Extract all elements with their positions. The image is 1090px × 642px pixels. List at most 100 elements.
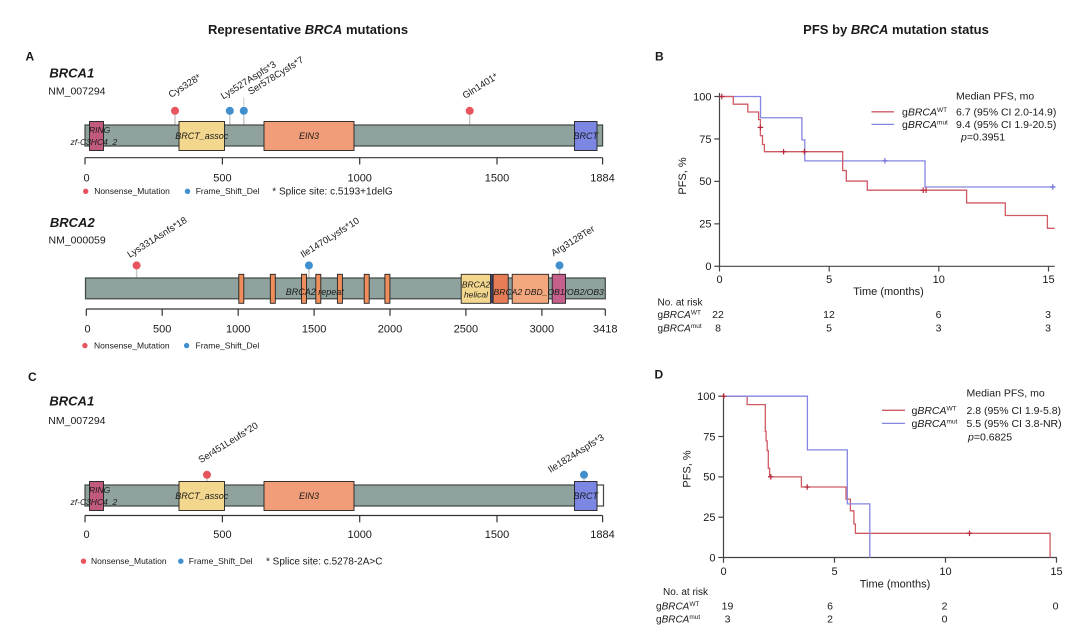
svg-text:1500: 1500 <box>485 529 509 541</box>
svg-text:5: 5 <box>826 323 832 335</box>
svg-text:2: 2 <box>942 601 948 613</box>
svg-text:0: 0 <box>1053 601 1059 613</box>
svg-text:5: 5 <box>826 274 832 286</box>
svg-text:50: 50 <box>699 176 711 188</box>
svg-text:500: 500 <box>213 173 231 185</box>
svg-text:zf-C3HC4_2: zf-C3HC4_2 <box>70 137 118 147</box>
svg-text:25: 25 <box>699 219 711 231</box>
svg-text:NM_000059: NM_000059 <box>49 235 106 247</box>
svg-text:0: 0 <box>709 552 715 564</box>
svg-text:500: 500 <box>153 324 171 336</box>
svg-text:2.8 (95% CI 1.9-5.8): 2.8 (95% CI 1.9-5.8) <box>967 405 1062 417</box>
svg-text:B: B <box>655 50 664 64</box>
svg-text:Frame_Shift_Del: Frame_Shift_Del <box>189 556 253 566</box>
svg-text:C: C <box>28 370 37 384</box>
svg-text:RING: RING <box>89 485 111 495</box>
svg-text:NM_007294: NM_007294 <box>48 86 105 98</box>
svg-text:75: 75 <box>703 431 715 443</box>
svg-text:gBRCAWT: gBRCAWT <box>902 106 947 118</box>
svg-text:3: 3 <box>1045 309 1051 321</box>
svg-text:gBRCAWT: gBRCAWT <box>656 601 699 613</box>
svg-text:5: 5 <box>831 566 837 578</box>
svg-text:Time (months): Time (months) <box>860 579 931 591</box>
svg-text:50: 50 <box>703 472 715 484</box>
svg-text:3: 3 <box>725 614 731 626</box>
svg-text:0: 0 <box>83 173 89 185</box>
svg-text:1884: 1884 <box>590 529 614 541</box>
svg-text:100: 100 <box>697 391 715 403</box>
svg-text:No. at risk: No. at risk <box>658 298 704 309</box>
svg-text:BRCA1: BRCA1 <box>49 65 94 80</box>
svg-text:500: 500 <box>213 529 231 541</box>
svg-text:Nonsense_Mutation: Nonsense_Mutation <box>94 340 170 350</box>
svg-text:* Splice site: c.5278-2A>C: * Splice site: c.5278-2A>C <box>266 556 382 567</box>
svg-text:RING: RING <box>89 125 111 135</box>
svg-text:0: 0 <box>716 274 722 286</box>
svg-text:1000: 1000 <box>347 529 371 541</box>
svg-text:5.5 (95% CI 3.8-NR): 5.5 (95% CI 3.8-NR) <box>967 418 1062 430</box>
svg-text:p=0.3951: p=0.3951 <box>960 132 1005 144</box>
svg-text:BRCT_assoc: BRCT_assoc <box>175 491 229 501</box>
svg-text:3: 3 <box>936 323 942 335</box>
svg-text:BRCT_assoc: BRCT_assoc <box>175 131 229 141</box>
svg-text:6.7 (95% CI 2.0-14.9): 6.7 (95% CI 2.0-14.9) <box>956 106 1056 118</box>
svg-text:BRCA2: BRCA2 <box>462 280 491 290</box>
svg-text:1500: 1500 <box>485 173 509 185</box>
svg-text:100: 100 <box>693 91 711 103</box>
svg-text:6: 6 <box>936 309 942 321</box>
svg-text:gBRCAmut: gBRCAmut <box>656 614 700 626</box>
svg-text:zf-C3HC4_2: zf-C3HC4_2 <box>70 497 118 507</box>
svg-text:BRCT: BRCT <box>574 131 600 141</box>
svg-text:2000: 2000 <box>378 324 402 336</box>
svg-text:Representative BRCA mutations: Representative BRCA mutations <box>208 22 408 37</box>
svg-text:Nonsense_Mutation: Nonsense_Mutation <box>94 186 170 196</box>
svg-text:gBRCAmut: gBRCAmut <box>902 119 948 131</box>
svg-text:Median PFS, mo: Median PFS, mo <box>967 388 1045 400</box>
svg-text:10: 10 <box>939 566 951 578</box>
svg-text:0: 0 <box>84 324 90 336</box>
svg-text:Nonsense_Mutation: Nonsense_Mutation <box>91 556 167 566</box>
svg-text:15: 15 <box>1050 566 1062 578</box>
svg-text:1884: 1884 <box>590 173 614 185</box>
svg-text:25: 25 <box>703 512 715 524</box>
svg-text:9.4 (95% CI 1.9-20.5): 9.4 (95% CI 1.9-20.5) <box>956 119 1056 131</box>
svg-text:Frame_Shift_Del: Frame_Shift_Del <box>196 340 260 350</box>
svg-text:75: 75 <box>699 134 711 146</box>
svg-text:p=0.6825: p=0.6825 <box>967 431 1012 443</box>
svg-text:A: A <box>26 50 35 64</box>
svg-text:1000: 1000 <box>347 173 371 185</box>
svg-text:No. at risk: No. at risk <box>663 587 709 598</box>
svg-text:0: 0 <box>942 614 948 626</box>
svg-text:2500: 2500 <box>454 324 478 336</box>
svg-text:BRCT: BRCT <box>574 491 600 501</box>
svg-text:gBRCAmut: gBRCAmut <box>658 323 702 335</box>
svg-text:10: 10 <box>933 274 945 286</box>
svg-text:Median PFS, mo: Median PFS, mo <box>956 91 1034 103</box>
svg-text:BRCA2 DBD_OB1/OB2/OB3: BRCA2 DBD_OB1/OB2/OB3 <box>494 287 605 297</box>
svg-text:EIN3: EIN3 <box>299 131 319 141</box>
svg-text:0: 0 <box>705 261 711 273</box>
svg-text:Time (months): Time (months) <box>853 286 924 298</box>
svg-text:PFS by BRCA mutation status: PFS by BRCA mutation status <box>803 22 989 37</box>
svg-text:PFS, %: PFS, % <box>682 450 694 488</box>
svg-text:3000: 3000 <box>530 324 554 336</box>
svg-text:15: 15 <box>1042 274 1054 286</box>
svg-text:* Splice site: c.5193+1delG: * Splice site: c.5193+1delG <box>272 186 393 197</box>
svg-text:3: 3 <box>1045 323 1051 335</box>
svg-text:1500: 1500 <box>302 324 326 336</box>
svg-text:NM_007294: NM_007294 <box>48 415 105 427</box>
svg-text:helical: helical <box>464 290 489 300</box>
svg-text:0: 0 <box>720 566 726 578</box>
svg-text:BRCA2 repeat: BRCA2 repeat <box>286 287 345 297</box>
svg-text:PFS, %: PFS, % <box>677 157 689 195</box>
svg-text:gBRCAmut: gBRCAmut <box>912 418 958 430</box>
svg-text:8: 8 <box>715 323 721 335</box>
svg-text:D: D <box>655 368 664 382</box>
svg-text:6: 6 <box>827 601 833 613</box>
svg-text:EIN3: EIN3 <box>299 491 319 501</box>
svg-text:19: 19 <box>722 601 734 613</box>
svg-text:BRCA2: BRCA2 <box>50 215 96 230</box>
svg-text:gBRCAWT: gBRCAWT <box>912 405 957 417</box>
svg-text:1000: 1000 <box>226 324 250 336</box>
svg-text:Frame_Shift_Del: Frame_Shift_Del <box>196 186 260 196</box>
